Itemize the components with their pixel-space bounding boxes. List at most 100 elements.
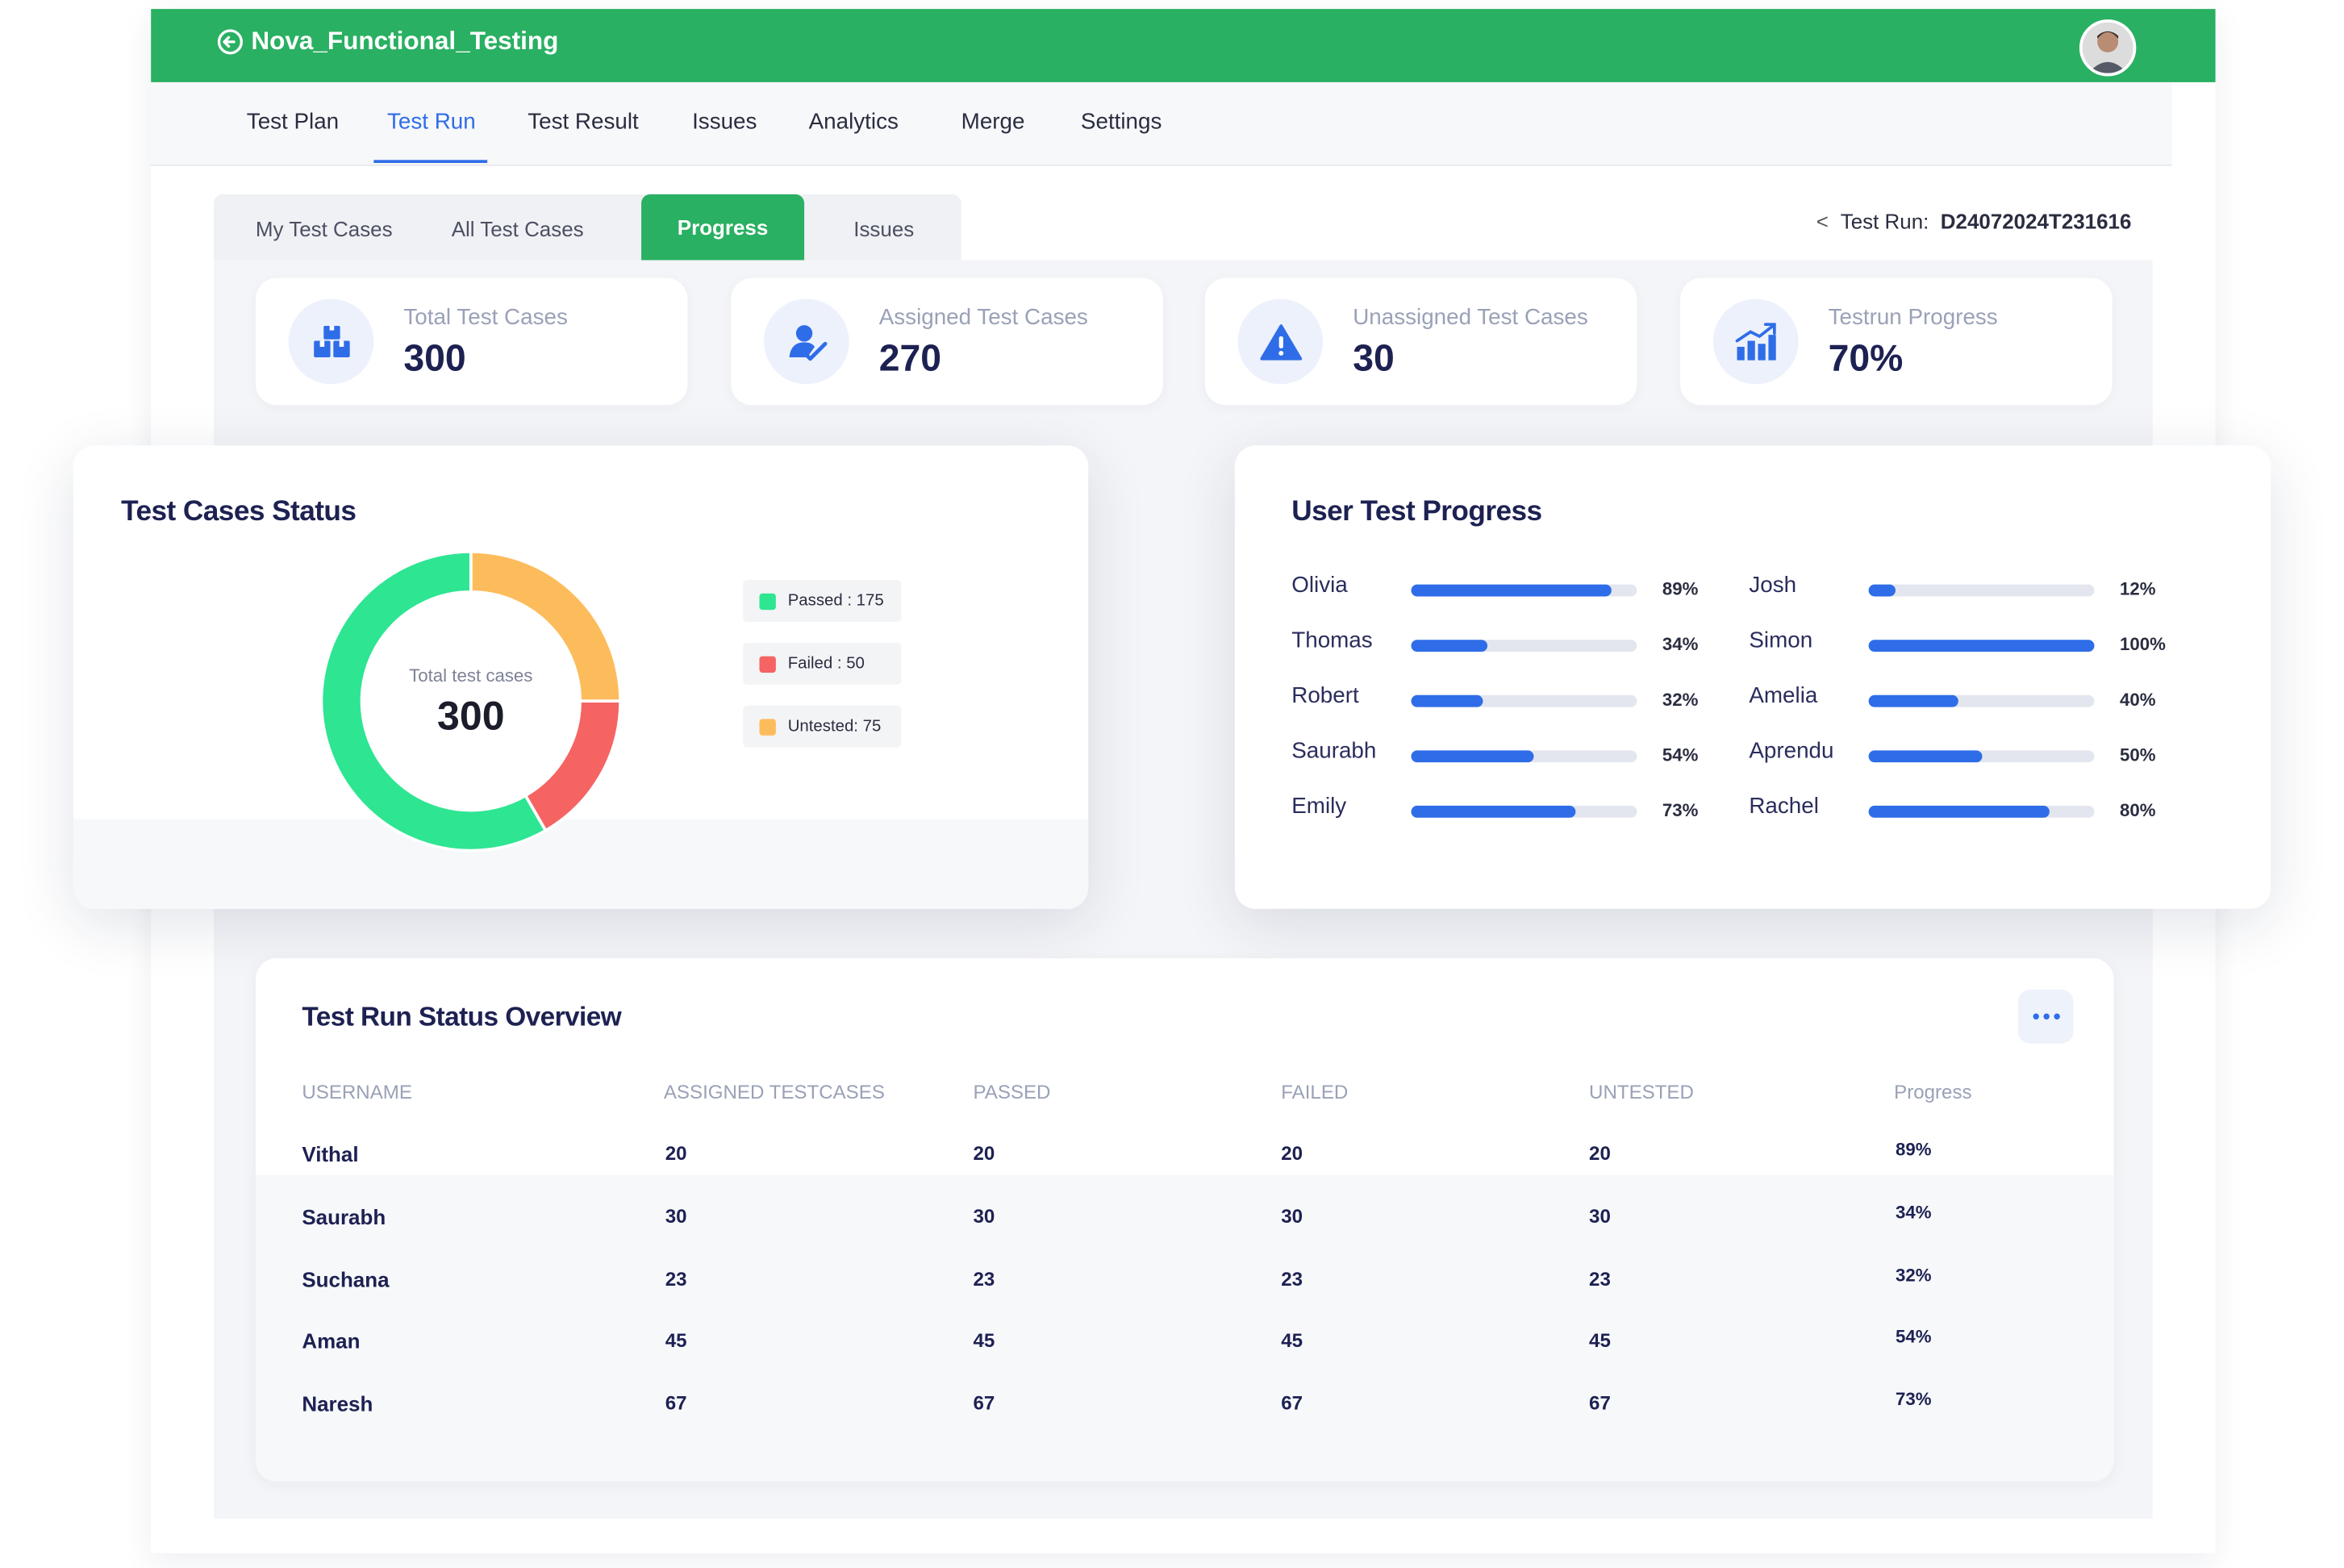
subtab-my-test-cases[interactable]: My Test Cases xyxy=(255,216,393,241)
test-run-label: Test Run: xyxy=(1840,209,1929,234)
cell-failed: 23 xyxy=(1281,1267,1303,1291)
kpi-label: Total Test Cases xyxy=(403,305,568,331)
user-name: Simon xyxy=(1749,628,1813,653)
progress-bar-track xyxy=(1868,750,2095,763)
test-run-id[interactable]: < Test Run: D24072024T231616 xyxy=(1816,209,2132,233)
cell-progress: 54% xyxy=(1895,1325,1932,1347)
user-avatar-icon xyxy=(2082,22,2133,73)
cell-username: Saurabh xyxy=(302,1204,386,1229)
chevron-left-icon[interactable]: < xyxy=(1816,209,1829,234)
cell-passed: 23 xyxy=(973,1267,995,1291)
cell-assigned: 23 xyxy=(665,1267,687,1291)
user-name: Saurabh xyxy=(1291,738,1377,765)
progress-bar-track xyxy=(1411,584,1637,597)
cell-failed: 20 xyxy=(1281,1141,1303,1165)
avatar[interactable] xyxy=(2079,19,2137,77)
user-test-progress-panel: User Test Progress Olivia 89% Thomas 34% Rob… xyxy=(1234,445,2271,909)
back-arrow-icon[interactable] xyxy=(215,27,245,56)
progress-percent: 34% xyxy=(1662,633,1699,655)
tab-issues[interactable]: Issues xyxy=(692,109,757,135)
progress-bar-fill xyxy=(1411,694,1484,707)
progress-bar-fill xyxy=(1411,640,1488,653)
user-name: Aprendu xyxy=(1749,738,1834,765)
cell-progress: 73% xyxy=(1895,1388,1932,1410)
tab-settings[interactable]: Settings xyxy=(1080,109,1162,135)
progress-bar-fill xyxy=(1868,750,1982,763)
cell-passed: 30 xyxy=(973,1204,995,1228)
cell-progress: 34% xyxy=(1895,1202,1932,1223)
cell-username: Aman xyxy=(302,1328,361,1353)
progress-bar-track xyxy=(1411,640,1637,653)
progress-percent: 40% xyxy=(2119,689,2156,711)
user-name: Rachel xyxy=(1749,794,1819,819)
growth-chart-icon xyxy=(1734,322,1775,360)
cell-assigned: 45 xyxy=(665,1328,687,1352)
cell-failed: 30 xyxy=(1281,1204,1303,1228)
more-dot-icon xyxy=(2032,1013,2038,1020)
progress-bar-track xyxy=(1868,640,2095,653)
cell-untested: 30 xyxy=(1589,1204,1611,1228)
progress-bar-track xyxy=(1868,694,2095,707)
table-body-band xyxy=(255,1174,2114,1482)
col-header-untested[interactable]: UNTESTED xyxy=(1589,1080,1694,1103)
cell-passed: 67 xyxy=(973,1391,995,1415)
col-header-failed[interactable]: FAILED xyxy=(1281,1080,1349,1103)
legend-failed: Failed : 50 xyxy=(743,642,902,685)
warning-icon xyxy=(1259,323,1302,360)
legend-passed: Passed : 175 xyxy=(743,580,902,622)
progress-bar-fill xyxy=(1411,805,1576,818)
col-header-passed[interactable]: PASSED xyxy=(973,1080,1051,1103)
donut-center-value: 300 xyxy=(437,693,505,739)
progress-bar-track xyxy=(1411,805,1637,818)
donut-chart xyxy=(319,550,622,853)
donut-center-label: Total test cases xyxy=(409,665,533,686)
legend-label: Passed : 175 xyxy=(787,591,884,611)
progress-bar-fill xyxy=(1868,584,1896,597)
col-header-progress[interactable]: Progress xyxy=(1894,1080,1972,1103)
more-dot-icon xyxy=(2053,1013,2059,1020)
more-dot-icon xyxy=(2042,1013,2049,1020)
tab-test-run[interactable]: Test Run xyxy=(387,109,476,135)
cell-failed: 45 xyxy=(1281,1328,1303,1352)
cell-username: Naresh xyxy=(302,1391,373,1416)
tab-merge[interactable]: Merge xyxy=(961,109,1025,135)
kpi-assigned-test-cases: Assigned Test Cases 270 xyxy=(731,277,1163,406)
sub-tabs: My Test Cases All Test Cases Progress Is… xyxy=(214,194,961,261)
tab-test-result[interactable]: Test Result xyxy=(528,109,639,135)
user-check-icon xyxy=(788,324,827,361)
cell-untested: 45 xyxy=(1589,1328,1611,1352)
cell-untested: 20 xyxy=(1589,1141,1611,1165)
cell-progress: 89% xyxy=(1895,1139,1932,1161)
subtab-issues[interactable]: Issues xyxy=(853,216,915,241)
tab-analytics[interactable]: Analytics xyxy=(808,109,899,135)
cell-failed: 67 xyxy=(1281,1391,1303,1415)
legend-swatch xyxy=(759,655,776,673)
cell-passed: 20 xyxy=(973,1141,995,1165)
subtab-progress[interactable]: Progress xyxy=(641,194,805,261)
cell-assigned: 20 xyxy=(665,1141,687,1165)
cell-assigned: 67 xyxy=(665,1391,687,1415)
top-bar: Nova_Functional_Testing xyxy=(151,9,2216,82)
tab-test-plan[interactable]: Test Plan xyxy=(246,109,340,135)
progress-percent: 80% xyxy=(2119,799,2156,821)
progress-bar-fill xyxy=(1868,640,2095,653)
legend-untested: Untested: 75 xyxy=(743,705,902,748)
user-name: Olivia xyxy=(1291,572,1348,598)
table-title: Test Run Status Overview xyxy=(302,1001,622,1032)
progress-percent: 54% xyxy=(1662,744,1699,765)
progress-bar-fill xyxy=(1868,694,1959,707)
col-header-username[interactable]: USERNAME xyxy=(302,1080,412,1103)
kpi-unassigned-test-cases: Unassigned Test Cases 30 xyxy=(1204,277,1637,406)
cell-untested: 23 xyxy=(1589,1267,1611,1291)
col-header-assigned[interactable]: ASSIGNED TESTCASES xyxy=(663,1080,885,1103)
progress-bar-track xyxy=(1411,750,1637,763)
kpi-value: 70% xyxy=(1828,337,1904,380)
progress-percent: 100% xyxy=(2119,633,2166,655)
app-title[interactable]: Nova_Functional_Testing xyxy=(215,27,558,56)
subtab-all-test-cases[interactable]: All Test Cases xyxy=(451,216,584,241)
donut-slice-passed[interactable] xyxy=(319,550,548,853)
more-options-button[interactable] xyxy=(2017,989,2074,1044)
legend-label: Failed : 50 xyxy=(787,654,865,673)
kpi-value: 270 xyxy=(878,337,942,380)
